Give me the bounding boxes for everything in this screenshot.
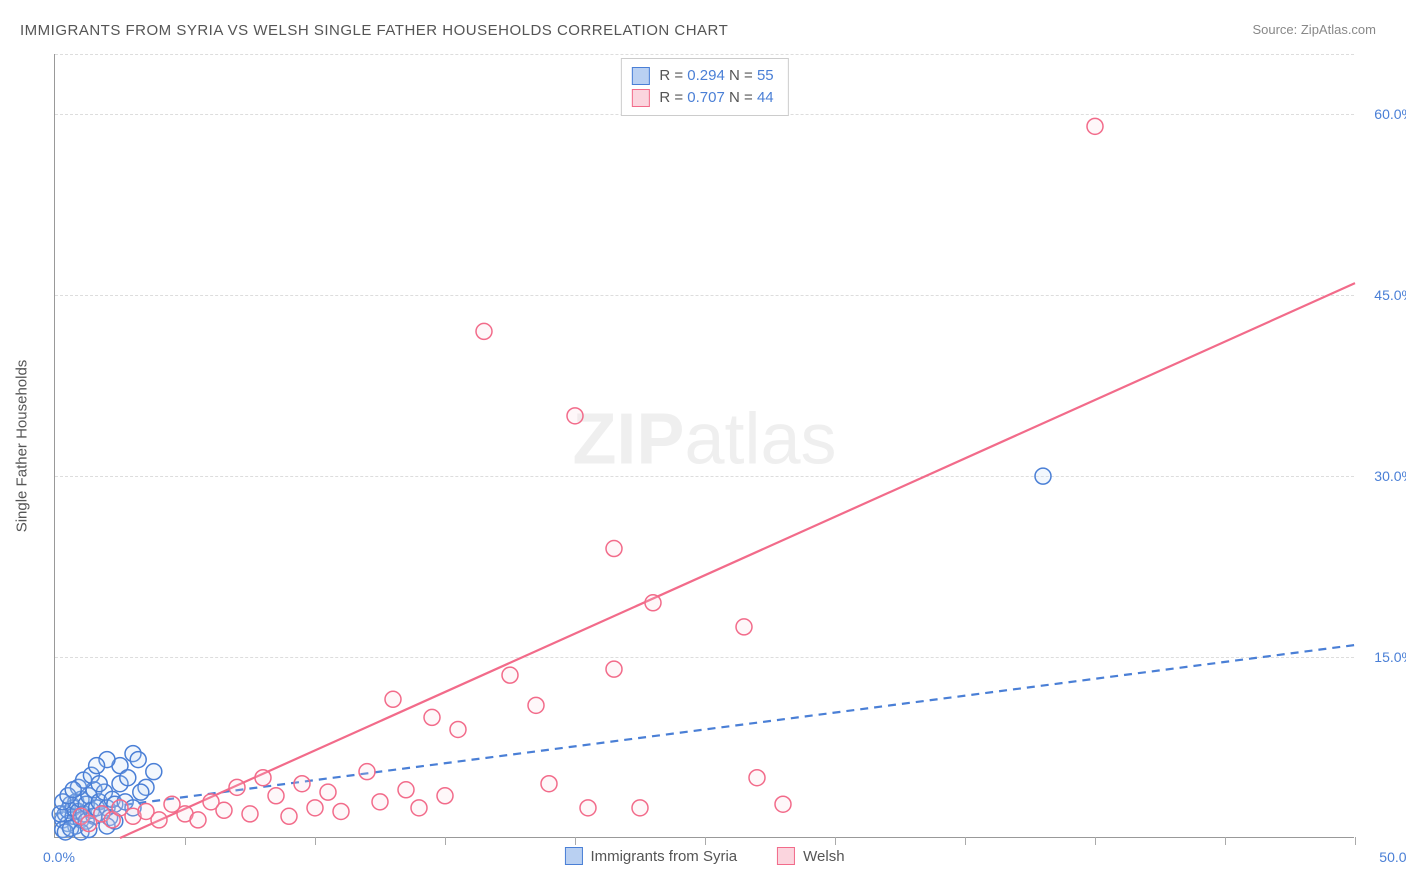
data-point: [424, 709, 440, 725]
data-point: [216, 802, 232, 818]
data-point: [333, 803, 349, 819]
data-point: [645, 595, 661, 611]
chart-svg: [55, 54, 1354, 837]
series-legend-item: Welsh: [777, 847, 844, 865]
data-point: [130, 752, 146, 768]
data-point: [242, 806, 258, 822]
data-point: [255, 770, 271, 786]
legend-swatch: [564, 847, 582, 865]
data-point: [632, 800, 648, 816]
x-tick: [575, 837, 576, 845]
series-legend: Immigrants from Syria Welsh: [564, 847, 844, 865]
data-point: [120, 770, 136, 786]
plot-area: ZIPatlas R = 0.294 N = 55R = 0.707 N = 4…: [54, 54, 1354, 838]
x-tick: [315, 837, 316, 845]
data-point: [307, 800, 323, 816]
series-name: Welsh: [803, 848, 844, 865]
data-point: [190, 812, 206, 828]
data-point: [528, 697, 544, 713]
data-point: [749, 770, 765, 786]
y-tick-label: 45.0%: [1359, 287, 1406, 303]
data-point: [450, 721, 466, 737]
x-tick: [1095, 837, 1096, 845]
data-point: [476, 323, 492, 339]
data-point: [89, 758, 105, 774]
legend-row: R = 0.707 N = 44: [631, 87, 773, 109]
data-point: [133, 784, 149, 800]
x-tick: [1225, 837, 1226, 845]
legend-swatch: [777, 847, 795, 865]
chart-title: IMMIGRANTS FROM SYRIA VS WELSH SINGLE FA…: [20, 22, 728, 39]
data-point: [1087, 118, 1103, 134]
y-tick-label: 15.0%: [1359, 649, 1406, 665]
legend-swatch: [631, 89, 649, 107]
data-point: [281, 808, 297, 824]
x-tick: [835, 837, 836, 845]
data-point: [65, 782, 81, 798]
legend-r: R = 0.707 N = 44: [659, 87, 773, 109]
source-attribution: Source: ZipAtlas.com: [1252, 22, 1376, 37]
data-point: [775, 796, 791, 812]
data-point: [411, 800, 427, 816]
series-legend-item: Immigrants from Syria: [564, 847, 737, 865]
legend-row: R = 0.294 N = 55: [631, 65, 773, 87]
data-point: [146, 764, 162, 780]
x-tick: [1355, 837, 1356, 845]
y-tick-label: 30.0%: [1359, 468, 1406, 484]
data-point: [437, 788, 453, 804]
data-point: [541, 776, 557, 792]
data-point: [229, 779, 245, 795]
data-point: [606, 661, 622, 677]
data-point: [91, 776, 107, 792]
x-tick: [965, 837, 966, 845]
data-point: [398, 782, 414, 798]
x-tick: [705, 837, 706, 845]
data-point: [320, 784, 336, 800]
x-tick: [445, 837, 446, 845]
data-point: [580, 800, 596, 816]
data-point: [606, 541, 622, 557]
y-axis-label: Single Father Households: [14, 360, 31, 533]
data-point: [502, 667, 518, 683]
data-point: [294, 776, 310, 792]
data-point: [359, 764, 375, 780]
data-point: [151, 812, 167, 828]
data-point: [1035, 468, 1051, 484]
x-tick: [185, 837, 186, 845]
source-prefix: Source:: [1252, 22, 1300, 37]
y-tick-label: 60.0%: [1359, 106, 1406, 122]
trend-line: [55, 645, 1355, 814]
trend-line: [120, 283, 1355, 838]
data-point: [736, 619, 752, 635]
legend-r: R = 0.294 N = 55: [659, 65, 773, 87]
data-point: [268, 788, 284, 804]
data-point: [385, 691, 401, 707]
data-point: [372, 794, 388, 810]
data-point: [567, 408, 583, 424]
source-link[interactable]: ZipAtlas.com: [1301, 22, 1376, 37]
origin-label: 0.0%: [43, 849, 75, 865]
correlation-legend: R = 0.294 N = 55R = 0.707 N = 44: [620, 58, 788, 116]
legend-swatch: [631, 67, 649, 85]
series-name: Immigrants from Syria: [590, 848, 737, 865]
xmax-label: 50.0%: [1379, 849, 1406, 865]
